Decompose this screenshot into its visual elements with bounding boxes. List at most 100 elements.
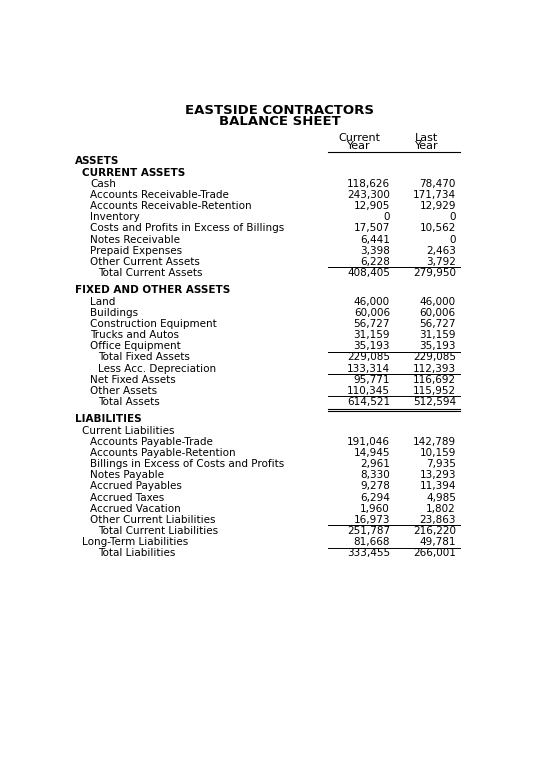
- Text: 10,159: 10,159: [420, 448, 456, 458]
- Text: Land: Land: [90, 296, 115, 307]
- Text: Construction Equipment: Construction Equipment: [90, 319, 217, 329]
- Text: Office Equipment: Office Equipment: [90, 342, 181, 352]
- Text: 3,398: 3,398: [360, 246, 390, 256]
- Text: 12,905: 12,905: [353, 202, 390, 211]
- Text: 142,789: 142,789: [413, 436, 456, 447]
- Text: 4,985: 4,985: [426, 492, 456, 503]
- Text: Other Current Assets: Other Current Assets: [90, 257, 200, 267]
- Text: 56,727: 56,727: [420, 319, 456, 329]
- Text: Last: Last: [415, 133, 438, 143]
- Text: 216,220: 216,220: [413, 526, 456, 536]
- Text: 60,006: 60,006: [420, 308, 456, 317]
- Text: 251,787: 251,787: [347, 526, 390, 536]
- Text: 408,405: 408,405: [347, 268, 390, 279]
- Text: Other Current Liabilities: Other Current Liabilities: [90, 515, 216, 525]
- Text: 112,393: 112,393: [413, 363, 456, 373]
- Text: 279,950: 279,950: [413, 268, 456, 279]
- Text: Buildings: Buildings: [90, 308, 138, 317]
- Text: Costs and Profits in Excess of Billings: Costs and Profits in Excess of Billings: [90, 223, 284, 233]
- Text: 266,001: 266,001: [413, 548, 456, 559]
- Text: Total Current Assets: Total Current Assets: [98, 268, 202, 279]
- Text: 171,734: 171,734: [413, 190, 456, 200]
- Text: 78,470: 78,470: [420, 179, 456, 189]
- Text: Accounts Receivable-Trade: Accounts Receivable-Trade: [90, 190, 229, 200]
- Text: Long-Term Liabilities: Long-Term Liabilities: [83, 538, 189, 547]
- Text: 8,330: 8,330: [360, 470, 390, 480]
- Text: Net Fixed Assets: Net Fixed Assets: [90, 375, 176, 385]
- Text: 229,085: 229,085: [347, 352, 390, 363]
- Text: Current: Current: [338, 133, 380, 143]
- Text: 229,085: 229,085: [413, 352, 456, 363]
- Text: Total Fixed Assets: Total Fixed Assets: [98, 352, 190, 363]
- Text: Notes Receivable: Notes Receivable: [90, 235, 180, 244]
- Text: 512,594: 512,594: [413, 397, 456, 407]
- Text: Other Assets: Other Assets: [90, 386, 157, 396]
- Text: 12,929: 12,929: [420, 202, 456, 211]
- Text: 0: 0: [450, 212, 456, 223]
- Text: 2,463: 2,463: [426, 246, 456, 256]
- Text: 118,626: 118,626: [347, 179, 390, 189]
- Text: 31,159: 31,159: [353, 330, 390, 340]
- Text: 6,228: 6,228: [360, 257, 390, 267]
- Text: Accounts Payable-Retention: Accounts Payable-Retention: [90, 448, 236, 458]
- Text: Accrued Vacation: Accrued Vacation: [90, 504, 181, 513]
- Text: 11,394: 11,394: [420, 482, 456, 492]
- Text: Billings in Excess of Costs and Profits: Billings in Excess of Costs and Profits: [90, 459, 284, 469]
- Text: Inventory: Inventory: [90, 212, 140, 223]
- Text: 56,727: 56,727: [353, 319, 390, 329]
- Text: Accrued Payables: Accrued Payables: [90, 482, 182, 492]
- Text: 46,000: 46,000: [420, 296, 456, 307]
- Text: 60,006: 60,006: [354, 308, 390, 317]
- Text: Less Acc. Depreciation: Less Acc. Depreciation: [98, 363, 216, 373]
- Text: Notes Payable: Notes Payable: [90, 470, 164, 480]
- Text: 6,441: 6,441: [360, 235, 390, 244]
- Text: Accounts Receivable-Retention: Accounts Receivable-Retention: [90, 202, 252, 211]
- Text: 10,562: 10,562: [420, 223, 456, 233]
- Text: 17,507: 17,507: [353, 223, 390, 233]
- Text: Cash: Cash: [90, 179, 116, 189]
- Text: 81,668: 81,668: [353, 538, 390, 547]
- Text: 2,961: 2,961: [360, 459, 390, 469]
- Text: Year: Year: [347, 141, 371, 151]
- Text: 16,973: 16,973: [353, 515, 390, 525]
- Text: 0: 0: [450, 235, 456, 244]
- Text: 115,952: 115,952: [413, 386, 456, 396]
- Text: Trucks and Autos: Trucks and Autos: [90, 330, 179, 340]
- Text: 6,294: 6,294: [360, 492, 390, 503]
- Text: Accounts Payable-Trade: Accounts Payable-Trade: [90, 436, 213, 447]
- Text: LIABILITIES: LIABILITIES: [74, 415, 141, 425]
- Text: 13,293: 13,293: [420, 470, 456, 480]
- Text: 1,802: 1,802: [426, 504, 456, 513]
- Text: Total Liabilities: Total Liabilities: [98, 548, 175, 559]
- Text: 3,792: 3,792: [426, 257, 456, 267]
- Text: 133,314: 133,314: [347, 363, 390, 373]
- Text: Accrued Taxes: Accrued Taxes: [90, 492, 164, 503]
- Text: CURRENT ASSETS: CURRENT ASSETS: [83, 168, 185, 177]
- Text: BALANCE SHEET: BALANCE SHEET: [219, 115, 341, 128]
- Text: 110,345: 110,345: [347, 386, 390, 396]
- Text: 0: 0: [383, 212, 390, 223]
- Text: 49,781: 49,781: [420, 538, 456, 547]
- Text: Total Assets: Total Assets: [98, 397, 160, 407]
- Text: 7,935: 7,935: [426, 459, 456, 469]
- Text: ASSETS: ASSETS: [74, 156, 119, 166]
- Text: 31,159: 31,159: [420, 330, 456, 340]
- Text: Current Liabilities: Current Liabilities: [83, 426, 175, 436]
- Text: 1,960: 1,960: [360, 504, 390, 513]
- Text: 14,945: 14,945: [353, 448, 390, 458]
- Text: 333,455: 333,455: [347, 548, 390, 559]
- Text: EASTSIDE CONTRACTORS: EASTSIDE CONTRACTORS: [185, 104, 375, 117]
- Text: 243,300: 243,300: [347, 190, 390, 200]
- Text: 191,046: 191,046: [347, 436, 390, 447]
- Text: 116,692: 116,692: [413, 375, 456, 385]
- Text: Prepaid Expenses: Prepaid Expenses: [90, 246, 182, 256]
- Text: 95,771: 95,771: [353, 375, 390, 385]
- Text: 23,863: 23,863: [420, 515, 456, 525]
- Text: FIXED AND OTHER ASSETS: FIXED AND OTHER ASSETS: [74, 286, 230, 296]
- Text: Total Current Liabilities: Total Current Liabilities: [98, 526, 218, 536]
- Text: 9,278: 9,278: [360, 482, 390, 492]
- Text: Year: Year: [415, 141, 438, 151]
- Text: 35,193: 35,193: [420, 342, 456, 352]
- Text: 614,521: 614,521: [347, 397, 390, 407]
- Text: 35,193: 35,193: [353, 342, 390, 352]
